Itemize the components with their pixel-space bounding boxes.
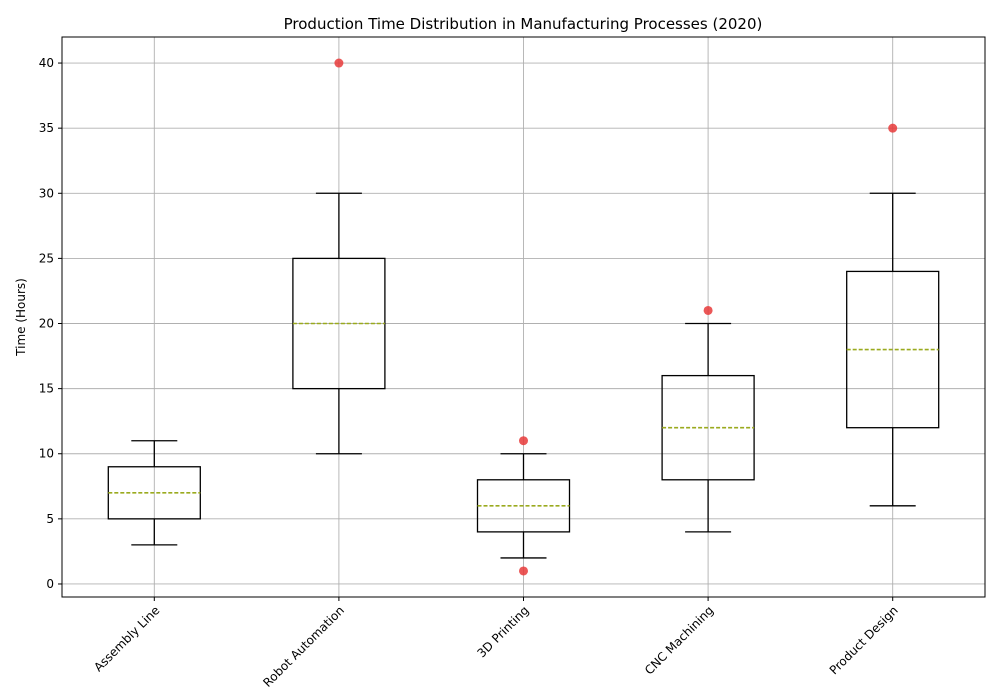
x-tick-label: CNC Machining [642,603,716,677]
y-tick-label: 0 [46,577,54,591]
box-group [107,440,201,546]
y-tick-label: 5 [46,512,54,526]
chart-title: Production Time Distribution in Manufact… [284,15,763,33]
x-tick-label: Assembly Line [91,603,162,674]
y-tick-label: 30 [39,186,54,200]
outlier-point [334,58,344,68]
outlier-point [888,123,898,133]
box-group [476,436,571,576]
y-axis-label: Time (Hours) [14,278,28,357]
x-tick-label: 3D Printing [474,603,531,660]
box-group [846,123,940,507]
y-tick-label: 25 [39,251,54,265]
plot-area-frame [61,36,986,598]
box-plots [107,58,940,576]
outlier-point [703,305,713,315]
y-tick-label: 40 [39,56,54,70]
box-group [292,58,386,455]
axes: 0 5 10 15 20 25 30 35 40 Assembly Line Robot Autom… [39,56,901,690]
outlier-point [519,566,528,576]
y-tick-label: 15 [39,382,54,396]
y-tick-label: 10 [39,447,54,461]
y-tick-label: 35 [39,121,54,135]
y-tick-label: 20 [39,317,54,331]
box-group [661,305,755,533]
outlier-point [519,436,528,446]
x-tick-label: Product Design [827,603,901,677]
x-tick-label: Robot Automation [260,603,347,690]
